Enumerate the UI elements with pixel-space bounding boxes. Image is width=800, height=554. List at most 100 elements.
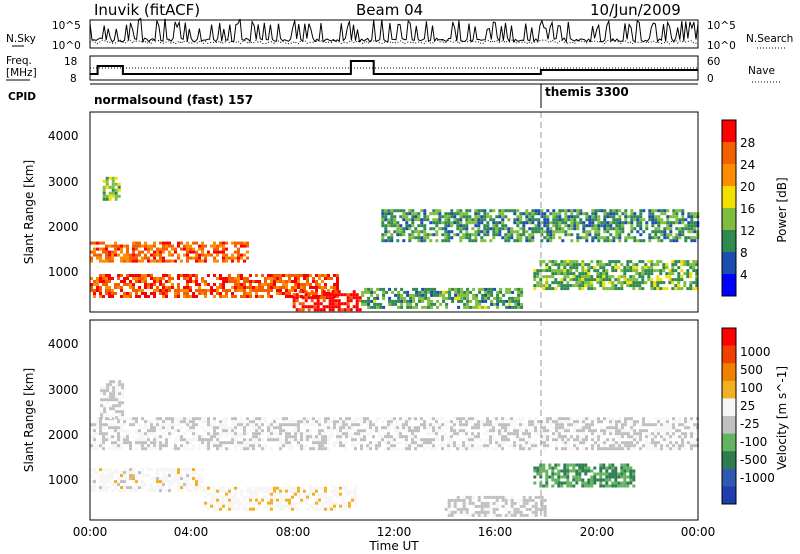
velocity-cell <box>231 507 234 511</box>
power-cell <box>108 286 111 289</box>
velocity-cell <box>543 504 547 508</box>
power-cell <box>555 212 559 216</box>
power-cell <box>450 230 454 234</box>
power-cell <box>141 274 144 277</box>
power-cell <box>237 289 240 292</box>
power-cell <box>653 281 657 285</box>
velocity-cell <box>321 432 324 436</box>
power-cell <box>594 227 598 231</box>
velocity-cell <box>627 441 630 445</box>
power-cell <box>626 281 630 285</box>
velocity-cell <box>339 435 342 439</box>
velocity-cell <box>123 435 126 439</box>
power-cell <box>300 283 303 286</box>
power-cell <box>213 256 216 260</box>
velocity-cell <box>225 504 228 508</box>
power-cell <box>352 293 356 297</box>
velocity-cell <box>645 447 648 451</box>
velocity-cell <box>132 435 135 439</box>
velocity-cell <box>105 486 108 490</box>
velocity-cell <box>165 477 168 481</box>
power-cb-tick-12: 12 <box>740 224 755 238</box>
power-cell <box>102 274 105 277</box>
velocity-cell <box>519 513 523 517</box>
velocity-cell <box>249 495 252 499</box>
power-cell <box>597 224 601 228</box>
velocity-cell <box>93 444 96 448</box>
power-cell <box>318 277 321 280</box>
velocity-cell <box>276 504 279 508</box>
power-cell <box>606 221 610 225</box>
velocity-cell <box>99 420 102 424</box>
power-cell <box>168 280 171 283</box>
power-cell <box>276 277 279 280</box>
velocity-cell <box>459 447 462 451</box>
velocity-cell <box>666 438 669 442</box>
power-cell <box>581 263 585 267</box>
power-cell <box>255 295 258 298</box>
power-cell <box>183 247 186 251</box>
velocity-cell <box>115 416 119 420</box>
power-cell <box>246 250 249 254</box>
velocity-cell <box>495 423 498 427</box>
power-cell <box>678 230 682 234</box>
power-cell <box>168 259 171 263</box>
velocity-cell <box>480 444 483 448</box>
power-cell <box>525 221 529 225</box>
velocity-cell <box>513 429 516 433</box>
velocity-cell <box>684 447 687 451</box>
velocity-cell <box>369 447 372 451</box>
velocity-cell <box>492 495 496 499</box>
power-cell <box>620 275 624 279</box>
velocity-cell <box>573 447 576 451</box>
power-cell <box>237 247 240 251</box>
velocity-cell <box>147 432 150 436</box>
power-cell <box>390 236 394 240</box>
power-cell <box>590 260 594 264</box>
power-cell <box>231 256 234 260</box>
velocity-cell <box>354 492 357 496</box>
velocity-cell <box>288 420 291 424</box>
power-cell <box>460 296 464 300</box>
velocity-cell <box>297 438 300 442</box>
velocity-cell <box>115 383 119 387</box>
velocity-cell <box>522 429 525 433</box>
power-cell <box>675 209 679 213</box>
power-cell <box>243 244 246 248</box>
velocity-cell <box>651 438 654 442</box>
power-cell <box>528 212 532 216</box>
power-cell <box>111 244 114 248</box>
velocity-cell <box>195 423 198 427</box>
velocity-cell <box>564 426 567 430</box>
velocity-cell <box>120 417 123 421</box>
velocity-cell <box>291 489 294 493</box>
power-cell <box>459 230 463 234</box>
power-cell <box>573 218 577 222</box>
velocity-cell <box>255 423 258 427</box>
velocity-cell <box>168 489 171 493</box>
velocity-cell <box>273 417 276 421</box>
power-cell <box>581 278 585 282</box>
velocity-cell <box>495 513 499 517</box>
velocity-cell <box>120 426 123 430</box>
power-cell <box>439 302 443 306</box>
velocity-cell <box>432 438 435 442</box>
velocity-cell <box>657 429 660 433</box>
velocity-cell <box>459 498 463 502</box>
velocity-cell <box>623 472 627 476</box>
velocity-cell <box>276 438 279 442</box>
power-cell <box>564 230 568 234</box>
velocity-cell <box>663 420 666 424</box>
velocity-cell <box>540 510 544 514</box>
velocity-cell <box>486 507 490 511</box>
velocity-cell <box>486 423 489 427</box>
velocity-cell <box>615 426 618 430</box>
velocity-cell <box>477 432 480 436</box>
velocity-cell <box>402 435 405 439</box>
power-cell <box>591 224 595 228</box>
velocity-cell <box>561 447 564 451</box>
velocity-cell <box>276 492 279 496</box>
velocity-cell <box>240 417 243 421</box>
power-cell <box>516 218 520 222</box>
velocity-cell <box>192 423 195 427</box>
